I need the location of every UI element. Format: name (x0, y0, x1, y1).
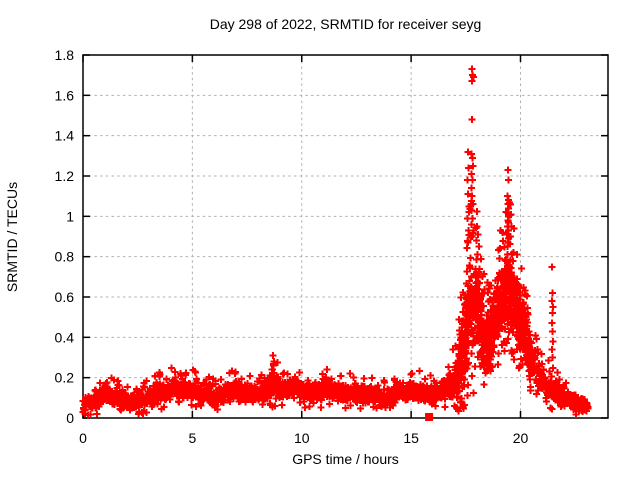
y-tick-label: 0.4 (55, 329, 75, 345)
y-tick-label: 0 (66, 410, 74, 426)
y-tick-label: 1 (66, 208, 74, 224)
x-tick-label: 0 (79, 430, 87, 446)
x-tick-label: 20 (513, 430, 529, 446)
x-tick-label: 10 (294, 430, 310, 446)
outlier-square-marker (425, 412, 434, 421)
x-axis-label: GPS time / hours (292, 451, 399, 467)
x-tick-label: 5 (188, 430, 196, 446)
y-tick-label: 1.6 (55, 87, 75, 103)
chart-title: Day 298 of 2022, SRMTID for receiver sey… (209, 16, 482, 32)
y-tick-label: 1.8 (55, 47, 75, 63)
y-tick-label: 0.6 (55, 289, 75, 305)
y-tick-label: 1.4 (55, 128, 75, 144)
y-tick-label: 1.2 (55, 168, 75, 184)
scatter-points-plus-markers (79, 65, 592, 419)
plot-frame (82, 54, 609, 419)
y-tick-label: 0.8 (55, 249, 75, 265)
y-tick-label: 0.2 (55, 370, 75, 386)
x-tick-label: 15 (403, 430, 419, 446)
